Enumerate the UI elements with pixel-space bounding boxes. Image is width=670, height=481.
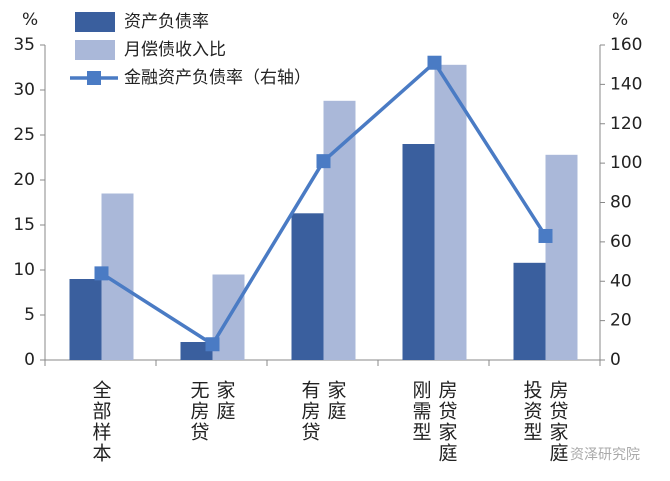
y2-tick-label: 0 — [610, 350, 621, 370]
legend-label: 资产负债率 — [124, 12, 209, 32]
marker — [427, 55, 442, 70]
y-tick-label: 10 — [13, 260, 35, 280]
legend-swatch — [75, 40, 115, 60]
bar — [513, 262, 546, 360]
marker — [538, 228, 553, 243]
y-tick-label: 15 — [13, 215, 35, 235]
y-tick-label: 35 — [13, 35, 35, 55]
y2-tick-label: 60 — [610, 232, 632, 252]
y2-tick-label: 20 — [610, 311, 632, 331]
marker — [94, 266, 109, 281]
bar — [291, 213, 324, 360]
bar — [402, 144, 435, 360]
bar — [180, 342, 213, 360]
x-tick-label: 全部样本 — [89, 380, 112, 464]
y-tick-label: 20 — [13, 170, 35, 190]
y-tick-label: 5 — [24, 305, 35, 325]
y2-tick-label: 140 — [610, 74, 642, 94]
x-tick-label: 有房贷 家庭 — [298, 380, 347, 443]
y2-tick-label: 40 — [610, 271, 632, 291]
y2-tick-label: 120 — [610, 114, 642, 134]
bar — [323, 100, 356, 361]
bar — [434, 64, 467, 361]
x-tick-label: 无房贷 家庭 — [187, 380, 236, 443]
bar — [69, 279, 102, 360]
y2-tick-label: 160 — [610, 35, 642, 55]
x-tick-label: 投资型 房贷家庭 — [520, 380, 569, 464]
y-tick-label: 30 — [13, 80, 35, 100]
y2-tick-label: 80 — [610, 193, 632, 213]
y-tick-label: 0 — [24, 350, 35, 370]
legend-label: 金融资产负债率（右轴） — [124, 68, 311, 88]
y-unit: % — [22, 10, 38, 30]
marker — [205, 337, 220, 352]
y-tick-label: 25 — [13, 125, 35, 145]
marker — [316, 154, 331, 169]
watermark: 资泽研究院 — [570, 447, 640, 463]
legend-label: 月偿债收入比 — [124, 40, 226, 60]
legend-swatch — [75, 12, 115, 32]
y2-unit: % — [612, 10, 628, 30]
y2-tick-label: 100 — [610, 153, 642, 173]
x-tick-label: 刚需型 房贷家庭 — [409, 380, 458, 464]
legend-marker — [87, 71, 101, 85]
bar — [545, 154, 578, 360]
